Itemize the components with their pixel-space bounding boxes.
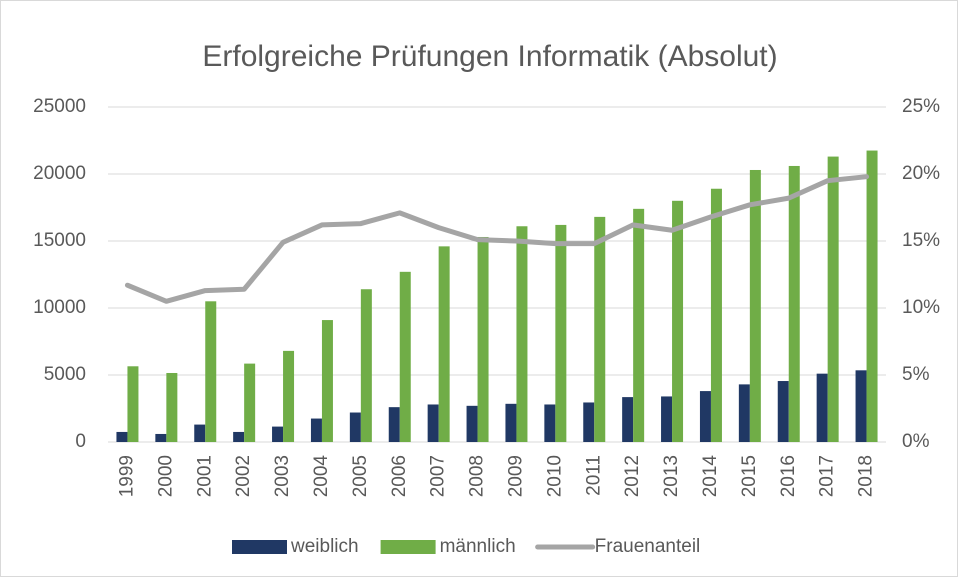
x-tick-label: 2012 <box>622 455 643 497</box>
bar <box>272 426 284 442</box>
bar <box>788 165 800 442</box>
bar <box>672 200 684 442</box>
bar <box>710 188 722 442</box>
bar <box>321 320 333 442</box>
bar <box>388 407 400 442</box>
x-tick-label: 2011 <box>583 455 604 496</box>
x-tick-label: 1999 <box>116 455 137 497</box>
bar <box>127 366 139 442</box>
y2-tick-label: 25% <box>902 96 940 117</box>
bar <box>244 363 256 442</box>
bar <box>661 396 673 442</box>
y2-tick-label: 5% <box>902 364 930 385</box>
bar <box>622 397 634 442</box>
y-tick-label: 10000 <box>33 297 86 318</box>
bar <box>116 431 128 442</box>
bar <box>855 370 867 442</box>
bar <box>349 412 361 442</box>
legend-swatch <box>380 540 436 554</box>
x-tick-label: 2002 <box>233 455 254 497</box>
bar <box>777 381 789 442</box>
bar <box>399 271 411 442</box>
bar <box>438 246 450 442</box>
y-tick-label: 20000 <box>33 163 86 184</box>
line-series <box>124 174 870 304</box>
bar <box>827 156 839 442</box>
x-tick-label: 2015 <box>739 455 760 497</box>
bar <box>699 391 711 442</box>
bar <box>738 384 750 442</box>
x-tick-label: 2006 <box>389 455 410 497</box>
legend-swatch <box>232 540 287 554</box>
y-tick-label: 25000 <box>33 96 86 117</box>
bar <box>555 224 567 442</box>
bar <box>816 373 828 442</box>
bar <box>360 289 372 442</box>
x-tick-label: 2007 <box>428 455 449 497</box>
chart-title: Erfolgreiche Prüfungen Informatik (Absol… <box>202 40 777 73</box>
bar <box>505 403 517 442</box>
x-tick-label: 2001 <box>194 455 215 497</box>
legend-label: Frauenanteil <box>595 536 701 557</box>
legend-label: männlich <box>440 536 516 557</box>
bar <box>516 226 528 442</box>
x-tick-label: 2010 <box>544 455 565 497</box>
y2-tick-label: 20% <box>902 163 940 184</box>
bar <box>633 208 645 442</box>
x-tick-label: 2005 <box>350 455 371 497</box>
bar <box>594 216 606 442</box>
legend-label: weiblich <box>290 536 359 557</box>
x-tick-label: 2014 <box>700 455 721 498</box>
x-tick-label: 2009 <box>505 455 526 497</box>
x-tick-label: 2008 <box>467 455 488 497</box>
x-tick-label: 2000 <box>155 455 176 497</box>
bar <box>205 301 217 442</box>
bar <box>466 405 478 442</box>
x-tick-label: 2004 <box>311 455 332 498</box>
bar <box>233 431 245 442</box>
bar <box>866 150 878 443</box>
bar <box>155 433 167 442</box>
bar <box>427 404 439 442</box>
bar <box>749 169 761 443</box>
x-tick-label: 2017 <box>817 455 838 497</box>
bar <box>477 236 489 442</box>
bar <box>310 418 322 442</box>
x-tick-label: 2016 <box>778 455 799 497</box>
x-tick-label: 2003 <box>272 455 293 497</box>
bar <box>544 404 556 442</box>
bar <box>283 350 295 442</box>
bar <box>194 424 206 442</box>
y2-tick-label: 15% <box>902 230 940 251</box>
x-tick-label: 2013 <box>661 455 682 497</box>
y-tick-label: 0 <box>75 431 86 452</box>
y2-tick-label: 0% <box>902 431 930 452</box>
y-tick-label: 5000 <box>44 364 86 385</box>
x-tick-label: 2018 <box>856 455 877 497</box>
y2-tick-label: 10% <box>902 297 940 318</box>
bar <box>583 402 595 442</box>
bar <box>166 372 178 442</box>
y-tick-label: 15000 <box>33 230 86 251</box>
